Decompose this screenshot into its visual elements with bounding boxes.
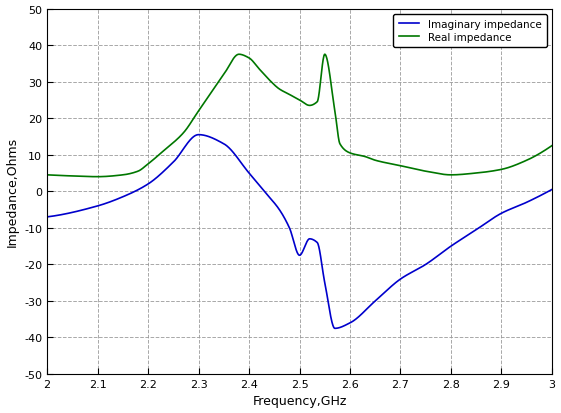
Imaginary impedance (332, 326, 338, 331)
Real impedance (44, 173, 50, 178)
Real impedance (549, 144, 555, 149)
Real impedance (236, 52, 242, 57)
Real impedance (277, 88, 283, 93)
Imaginary impedance (534, 195, 541, 200)
X-axis label: Frequency,GHz: Frequency,GHz (252, 394, 347, 408)
Imaginary impedance (549, 188, 555, 192)
Imaginary impedance (289, 236, 296, 241)
Real impedance (289, 95, 296, 100)
Real impedance (442, 173, 448, 178)
Imaginary impedance (195, 133, 202, 138)
Imaginary impedance (442, 248, 448, 253)
Real impedance (70, 174, 76, 179)
Real impedance (535, 153, 541, 158)
Real impedance (94, 175, 101, 180)
Imaginary impedance (276, 208, 283, 213)
Y-axis label: Impedance,Ohms: Impedance,Ohms (6, 137, 19, 247)
Imaginary impedance (535, 195, 541, 200)
Line: Imaginary impedance: Imaginary impedance (47, 135, 552, 329)
Legend: Imaginary impedance, Real impedance: Imaginary impedance, Real impedance (393, 15, 547, 48)
Line: Real impedance: Real impedance (47, 55, 552, 177)
Imaginary impedance (70, 210, 76, 215)
Imaginary impedance (44, 215, 50, 220)
Real impedance (534, 153, 541, 158)
